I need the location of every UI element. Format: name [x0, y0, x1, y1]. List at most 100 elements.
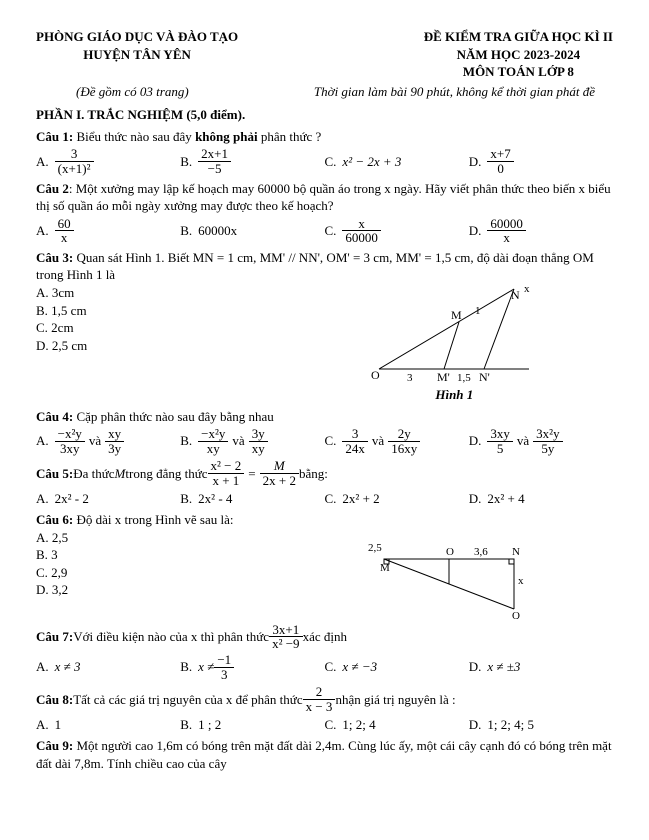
q5-opt-c: C.2x² + 2: [325, 490, 469, 508]
val: x ≠ 3: [55, 658, 81, 676]
opt-label: D.: [469, 432, 482, 450]
opt-label: C.: [36, 320, 48, 335]
den: x: [55, 231, 74, 245]
va: và: [372, 432, 384, 450]
den: 5y: [533, 442, 562, 456]
section-1-title: PHẦN I. TRẮC NGHIỆM (5,0 điểm).: [36, 106, 613, 124]
opt-label: A.: [36, 490, 49, 508]
opt-label: C.: [36, 565, 48, 580]
opt-label: B.: [180, 432, 192, 450]
val: 2x² - 2: [55, 490, 89, 508]
page-count: (Đề gồm có 03 trang): [76, 83, 189, 101]
q6-block: A. 2,5 B. 3 C. 2,9 D. 3,2 2,5 M O 3,6 N …: [36, 529, 613, 619]
opt-label: D.: [469, 222, 482, 240]
q3-figure: O M N M' N' 1 3 1,5 x Hình 1: [296, 284, 613, 404]
num: M: [260, 459, 299, 474]
q7-frac: 3x+1x² −9: [269, 623, 302, 651]
lbl-n: N: [511, 288, 520, 302]
pre: x ≠: [198, 658, 214, 676]
title-block: ĐỀ KIỂM TRA GIỮA HỌC KÌ II NĂM HỌC 2023-…: [424, 28, 613, 81]
q1-d-frac: x+70: [487, 147, 513, 175]
title-line3: MÔN TOÁN LỚP 8: [424, 63, 613, 81]
val: 1; 2; 4; 5: [487, 716, 534, 734]
val: 3,2: [52, 582, 68, 597]
num: 3: [55, 147, 94, 162]
opt-label: A.: [36, 153, 49, 171]
q2-label: Câu 2: [36, 181, 69, 196]
t: Với điều kiện nào của x thì phân thức: [73, 628, 269, 646]
time-note: Thời gian làm bài 90 phút, không kể thời…: [314, 83, 595, 101]
m: M: [115, 465, 126, 483]
val: 1 ; 2: [198, 716, 221, 734]
q9-text: Một người cao 1,6m có bóng trên mặt đất …: [36, 738, 612, 771]
frac: xy3y: [105, 427, 124, 455]
q2-a-frac: 60x: [55, 217, 74, 245]
q3-text: Quan sát Hình 1. Biết MN = 1 cm, MM' // …: [36, 250, 594, 283]
q4-opt-a: A. −x²y3xy và xy3y: [36, 427, 180, 455]
q2-opt-b: B. 60000x: [180, 217, 324, 245]
frac: 3xy5: [487, 427, 513, 455]
t: Tất cả các giá trị nguyên của x để phân …: [73, 691, 302, 709]
lbl-15: 1,5: [457, 372, 471, 384]
q6-text: Độ dài x trong Hình vẽ sau là:: [73, 512, 233, 527]
q2-opt-c: C. x60000: [325, 217, 469, 245]
q5-opt-b: B.2x² - 4: [180, 490, 324, 508]
lbl-np: N': [479, 370, 490, 384]
question-4: Câu 4: Cặp phân thức nào sau đây bằng nh…: [36, 408, 613, 426]
opt-label: C.: [325, 658, 337, 676]
question-1: Câu 1: Biểu thức nào sau đây không phải …: [36, 128, 613, 146]
triangle-diagram-2: 2,5 M O 3,6 N x Q: [364, 529, 544, 619]
org-line1: PHÒNG GIÁO DỤC VÀ ĐÀO TẠO: [36, 28, 238, 46]
lbl-n: N: [512, 546, 520, 558]
q3-opt-b: B. 1,5 cm: [36, 302, 296, 320]
frac: −x²y3xy: [55, 427, 85, 455]
val: 1; 2; 4: [342, 716, 375, 734]
q4-opt-d: D. 3xy5 và 3x²y5y: [469, 427, 613, 455]
val: 3: [51, 547, 58, 562]
num: 3y: [249, 427, 268, 442]
q5-opt-a: A. 2x² - 2: [36, 490, 180, 508]
lbl-m: M: [451, 308, 462, 322]
q6-figure: 2,5 M O 3,6 N x Q: [296, 529, 613, 619]
q6-label: Câu 6:: [36, 512, 73, 527]
num: 60000: [487, 217, 526, 232]
q5-label: Câu 5:: [36, 465, 73, 483]
q2-d-frac: 60000x: [487, 217, 526, 245]
frac: 3x²y5y: [533, 427, 562, 455]
t2: nhận giá trị nguyên là :: [335, 691, 455, 709]
opt-label: D.: [469, 153, 482, 171]
title-line2: NĂM HỌC 2023-2024: [424, 46, 613, 64]
q1-a-frac: 3(x+1)²: [55, 147, 94, 175]
q5-options: A.2x² - 2 B.2x² - 4 C.2x² + 2 D.2x² + 4: [36, 490, 613, 508]
opt-label: B.: [180, 222, 192, 240]
q1-b-frac: 2x+1−5: [198, 147, 231, 175]
val: 1,5 cm: [51, 303, 86, 318]
frac: 2y16xy: [388, 427, 420, 455]
val: 2,5: [52, 530, 68, 545]
num: x+7: [487, 147, 513, 162]
opt-label: D.: [36, 338, 49, 353]
q4-label: Câu 4:: [36, 409, 73, 424]
q3-opt-d: D. 2,5 cm: [36, 337, 296, 355]
q8-label: Câu 8:: [36, 691, 73, 709]
opt-label: B.: [180, 490, 192, 508]
q2-b: 60000x: [198, 222, 237, 240]
num: x: [342, 217, 381, 232]
opt-label: A.: [36, 222, 49, 240]
opt-label: B.: [180, 658, 192, 676]
q7-opt-d: D.x ≠ ±3: [469, 653, 613, 681]
q6-answers: A. 2,5 B. 3 C. 2,9 D. 3,2: [36, 529, 296, 619]
lbl-o: O: [371, 368, 380, 382]
q8-opt-c: C. 1; 2; 4: [325, 716, 469, 734]
val: x ≠ ±3: [487, 658, 520, 676]
opt-label: C.: [325, 716, 337, 734]
q1-text-a: Biểu thức nào sau đây: [73, 129, 195, 144]
frac: 3yxy: [249, 427, 268, 455]
den: x − 3: [303, 700, 336, 714]
val: 1: [55, 716, 62, 734]
lbl-q: Q: [512, 610, 520, 619]
q1-text-b: phân thức ?: [258, 129, 322, 144]
q4-options: A. −x²y3xy và xy3y B. −x²yxy và 3yxy C. …: [36, 427, 613, 455]
q3-answers: A. 3cm B. 1,5 cm C. 2cm D. 2,5 cm: [36, 284, 296, 404]
q1-opt-a: A. 3(x+1)²: [36, 147, 180, 175]
